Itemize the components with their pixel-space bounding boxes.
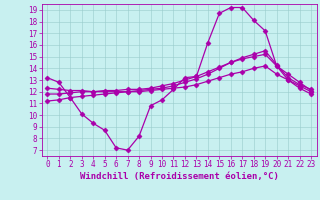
X-axis label: Windchill (Refroidissement éolien,°C): Windchill (Refroidissement éolien,°C)	[80, 172, 279, 181]
